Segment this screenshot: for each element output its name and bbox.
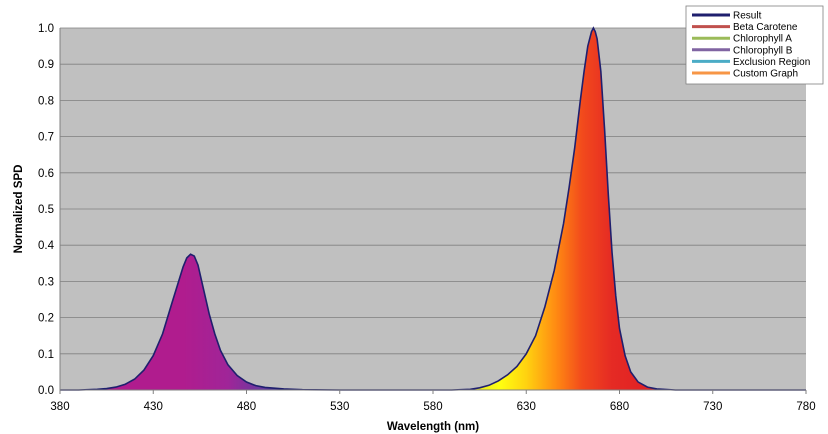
y-axis-title: Normalized SPD — [13, 165, 25, 254]
legend-box — [685, 5, 824, 85]
x-tick-label: 630 — [517, 401, 536, 413]
y-tick-label: 1.0 — [38, 23, 54, 35]
y-tick-label: 0.3 — [38, 276, 54, 288]
x-tick-labels: 380 430 480 530 580 630 680 730 780 — [50, 390, 816, 413]
legend-item: Beta Carotene — [692, 22, 798, 33]
result-series-line — [60, 26, 806, 391]
x-tick-label: 430 — [144, 401, 163, 413]
legend-label: Exclusion Region — [733, 57, 810, 68]
x-tick-label: 380 — [50, 401, 69, 413]
legend-item: Chlorophyll B — [692, 45, 793, 56]
y-tick-label: 0.5 — [38, 204, 54, 216]
y-tick-label: 0.0 — [38, 385, 54, 397]
x-tick-label: 480 — [237, 401, 256, 413]
legend-item: Result — [692, 11, 762, 22]
x-tick-label: 730 — [703, 401, 722, 413]
x-tick-label: 780 — [796, 401, 815, 413]
y-tick-label: 0.8 — [38, 95, 54, 107]
x-axis-title: Wavelength (nm) — [387, 421, 479, 433]
y-tick-label: 0.6 — [38, 168, 54, 180]
y-tick-label: 0.9 — [38, 59, 54, 71]
legend-label: Chlorophyll A — [733, 34, 792, 45]
legend-item: Exclusion Region — [692, 57, 810, 68]
legend-label: Chlorophyll B — [733, 45, 793, 56]
y-tick-label: 0.7 — [38, 132, 54, 144]
legend-label: Result — [733, 11, 762, 22]
legend-item: Chlorophyll A — [692, 34, 792, 45]
x-tick-label: 530 — [330, 401, 349, 413]
legend-label: Custom Graph — [733, 69, 798, 80]
y-tick-label: 0.2 — [38, 313, 54, 325]
x-tick-label: 680 — [610, 401, 629, 413]
y-tick-label: 0.1 — [38, 349, 54, 361]
y-tick-label: 0.4 — [38, 240, 55, 252]
y-tick-labels: 0.0 0.1 0.2 0.3 0.4 0.5 0.6 0.7 0.8 0.9 1.0 — [38, 23, 55, 397]
legend-item: Custom Graph — [692, 69, 798, 80]
x-tick-label: 580 — [423, 401, 442, 413]
legend-label: Beta Carotene — [733, 22, 798, 33]
